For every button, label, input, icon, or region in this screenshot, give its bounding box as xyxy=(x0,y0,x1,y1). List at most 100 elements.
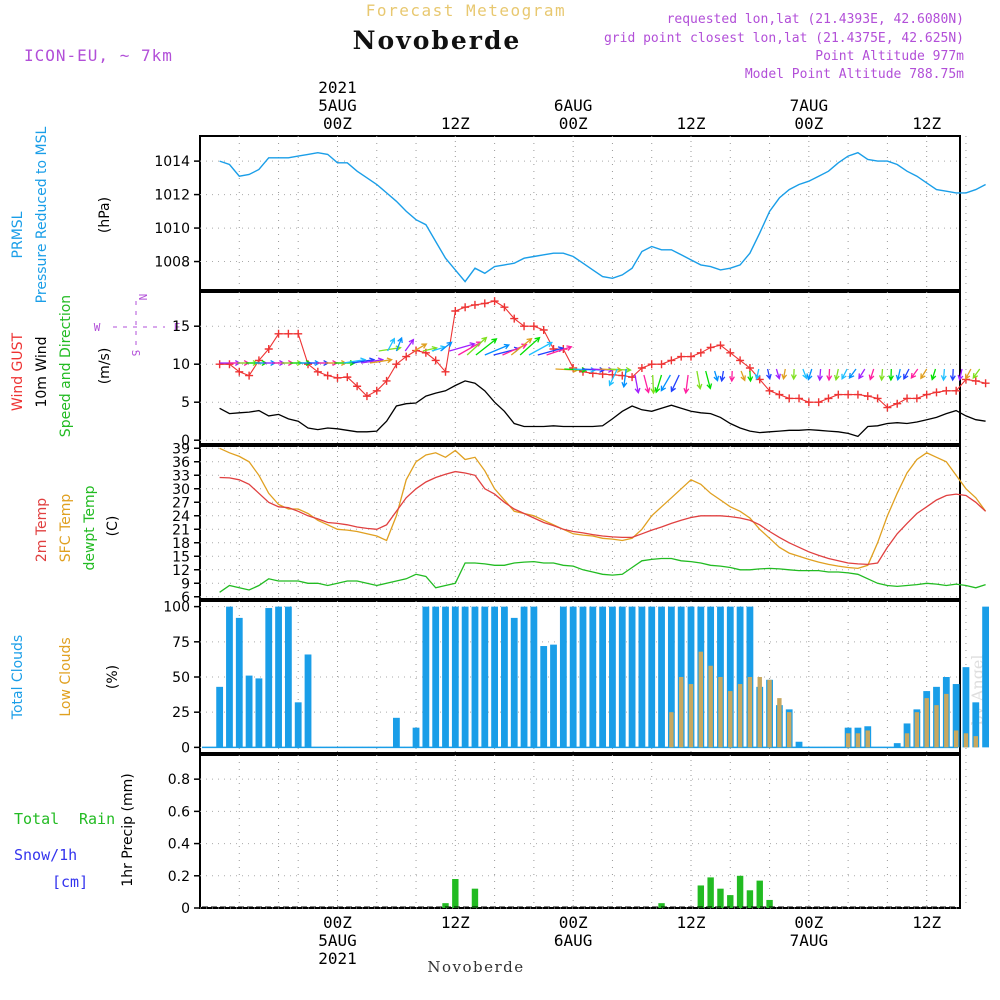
wind-arrow xyxy=(817,368,823,382)
low-cloud-bar xyxy=(698,651,704,748)
total-cloud-bar xyxy=(618,606,626,748)
wind-speed-dir-label: Speed and Direction xyxy=(58,295,74,437)
total-cloud-bar xyxy=(412,727,420,748)
gust-marker xyxy=(647,360,656,369)
wind-arrow xyxy=(957,368,964,382)
bottom-time-label: 7AUG xyxy=(790,931,829,950)
sfc-temp-line xyxy=(219,447,987,570)
gust-marker xyxy=(637,364,646,372)
total-cloud-bar xyxy=(658,606,665,748)
wind-arrow xyxy=(440,341,453,352)
wind-panel: 0 5 10 15 xyxy=(172,291,990,449)
wind-arrow xyxy=(705,370,713,390)
bottom-time-label: 00Z xyxy=(559,913,588,932)
temp-sfc-label: SFC Temp xyxy=(58,494,74,563)
precip-frame xyxy=(199,754,961,909)
low-cloud-bar xyxy=(914,712,920,748)
total-cloud-bar xyxy=(972,702,980,748)
gust-marker xyxy=(667,356,676,365)
gust-marker xyxy=(981,379,990,388)
gust-marker xyxy=(745,364,754,372)
total-cloud-bar xyxy=(491,606,498,748)
wind-arrow xyxy=(806,368,813,381)
super-title: Forecast Meteogram xyxy=(366,1,566,20)
low-cloud-bar xyxy=(787,712,792,748)
compass-rose: N W E S xyxy=(94,294,181,357)
gust-marker xyxy=(245,371,254,380)
wind-ytick-label: 5 xyxy=(181,395,190,411)
model-label: ICON-EU, ~ 7km xyxy=(24,46,173,65)
rain-bar xyxy=(452,879,459,908)
wind-10m-label: 10m Wind xyxy=(34,336,50,407)
top-time-label: 6AUG xyxy=(554,96,593,115)
top-time-label: 12Z xyxy=(677,114,706,133)
total-cloud-bar xyxy=(471,606,479,748)
temp-ytick-label: 12 xyxy=(172,563,190,579)
wind-unit: (m/s) xyxy=(97,348,113,385)
temp-frame xyxy=(199,445,961,600)
low-cloud-bar xyxy=(953,730,959,748)
total-cloud-bar xyxy=(216,686,224,748)
total-cloud-bar xyxy=(520,606,528,748)
total-cloud-bar xyxy=(451,606,459,748)
wind-arrow xyxy=(608,368,618,387)
footer-location: Novoberde xyxy=(427,958,524,976)
wind-arrow xyxy=(643,374,651,394)
gust-marker xyxy=(294,329,303,338)
wind-arrow xyxy=(413,343,428,352)
total-cloud-bar xyxy=(442,606,449,748)
rain-bar xyxy=(736,875,744,908)
clouds-ytick-label: 75 xyxy=(172,635,190,651)
pressure-panel: 1008 1010 1012 1014 xyxy=(154,135,986,291)
wind-arrow xyxy=(719,370,726,383)
precip-ytick-label: 0.4 xyxy=(168,837,190,853)
pressure-line xyxy=(219,151,986,283)
low-cloud-bar xyxy=(963,733,969,748)
low-clouds-label: Low Clouds xyxy=(58,637,74,716)
temp-ytick-label: 24 xyxy=(172,509,190,525)
total-cloud-bar xyxy=(530,606,538,748)
total-cloud-bar xyxy=(559,606,567,748)
wind-arrow xyxy=(660,374,671,392)
wind-arrow xyxy=(972,368,981,379)
bottom-time-label: 12Z xyxy=(912,913,941,932)
total-cloud-bar xyxy=(667,606,675,748)
compass-e: E xyxy=(174,321,181,334)
wind-arrow xyxy=(650,374,657,395)
low-cloud-bar xyxy=(669,712,674,748)
wind-arrow xyxy=(841,368,848,380)
precip-ytick-label: 0 xyxy=(181,901,190,917)
gust-marker xyxy=(834,390,843,399)
compass-w: W xyxy=(94,321,101,334)
gust-marker xyxy=(912,394,921,403)
total-cloud-bar xyxy=(589,606,597,748)
total-cloud-bar xyxy=(982,606,989,748)
precip-unit: 1hr Precip (mm) xyxy=(120,773,136,886)
gust-marker xyxy=(696,348,705,357)
low-cloud-bar xyxy=(904,733,910,748)
gust-marker xyxy=(853,390,862,399)
wind-arrow xyxy=(713,370,720,382)
bottom-time-label: 00Z xyxy=(323,913,352,932)
wind-arrow xyxy=(519,336,541,356)
gust-marker xyxy=(451,307,460,315)
total-cloud-bar xyxy=(432,606,440,748)
wind-arrow xyxy=(670,374,680,393)
gust-marker xyxy=(922,390,931,399)
wind-arrow xyxy=(826,368,833,382)
wind-arrow xyxy=(528,341,553,356)
gust-marker xyxy=(539,326,548,334)
total-cloud-bar xyxy=(962,667,970,748)
wind-arrow xyxy=(930,368,937,381)
low-cloud-bar xyxy=(934,705,939,748)
gust-marker xyxy=(225,360,234,369)
wind-arrow xyxy=(868,368,875,381)
bottom-time-label: 2021 xyxy=(318,949,357,968)
temp-ytick-label: 6 xyxy=(181,590,190,606)
wind-arrow xyxy=(754,368,761,381)
wind-arrow xyxy=(510,337,533,356)
gust-marker xyxy=(313,367,322,376)
compass-s: S xyxy=(129,350,142,357)
total-cloud-bar xyxy=(648,606,656,748)
dewpt-line xyxy=(219,557,986,593)
